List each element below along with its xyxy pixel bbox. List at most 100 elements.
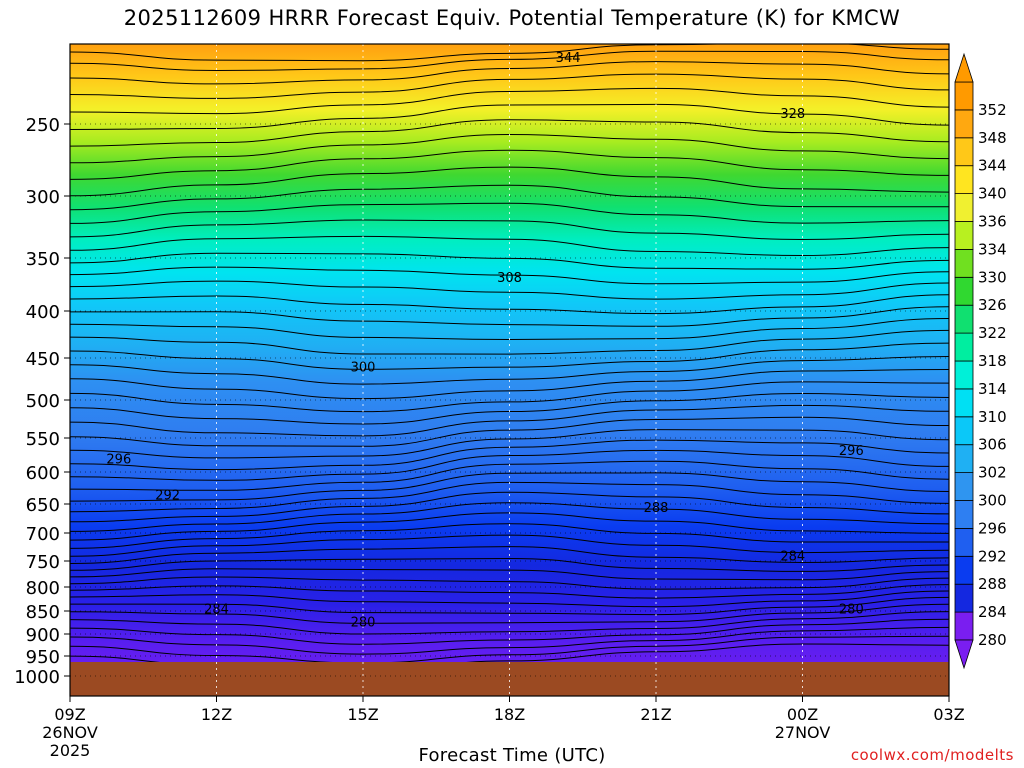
x-axis-label: Forecast Time (UTC)	[418, 745, 606, 766]
grid-lines	[70, 44, 949, 696]
colorbar-swatch	[954, 388, 974, 418]
colorbar-label: 314	[978, 380, 1007, 398]
colorbar-swatch	[954, 528, 974, 557]
contour-line	[70, 342, 949, 370]
y-tick-label: 900	[26, 625, 60, 646]
contour-label: 284	[204, 603, 229, 618]
x-tick-label: 09Z	[54, 705, 85, 724]
contour-line	[70, 252, 949, 270]
ground-surface	[70, 662, 949, 696]
contour-label: 280	[839, 603, 864, 618]
contour-line	[70, 546, 949, 564]
contour-line	[70, 369, 949, 400]
x-date-label: 27NOV	[775, 723, 831, 742]
contour-label: 280	[351, 616, 376, 631]
colorbar-label: 296	[978, 519, 1007, 537]
y-tick-label: 850	[26, 602, 60, 623]
x-tick-label: 12Z	[201, 705, 232, 724]
colorbar-swatch	[954, 472, 974, 501]
y-tick-label: 800	[26, 578, 60, 599]
colorbar-swatch	[954, 221, 974, 250]
y-tick-label: 400	[26, 302, 60, 323]
contour-line	[70, 429, 949, 459]
contour-line	[70, 306, 949, 327]
colorbar-label: 322	[978, 324, 1007, 342]
credit-text: coolwx.com/modelts	[850, 746, 1014, 764]
colorbar-swatch	[954, 81, 974, 111]
colorbar-swatch	[954, 165, 974, 194]
contour-label: 296	[839, 444, 864, 459]
contour-label: 344	[556, 51, 581, 66]
colorbar-swatch	[954, 500, 974, 529]
colorbar-label: 336	[978, 213, 1007, 231]
colorbar: 280 284 288 292 296 300 302 306 310 314 318 322 326 3…	[954, 52, 1007, 670]
contour-line	[70, 119, 949, 147]
colorbar-top-arrow	[954, 52, 974, 83]
x-date-label: 2025	[50, 741, 91, 760]
contour-line	[70, 44, 949, 62]
colorbar-label: 330	[978, 268, 1007, 286]
y-tick-label: 1000	[14, 667, 60, 688]
colorbar-label: 288	[978, 575, 1007, 593]
y-tick-label: 700	[26, 524, 60, 545]
colorbar-swatch	[954, 304, 974, 334]
colorbar-label: 284	[978, 603, 1007, 621]
colorbar-swatch	[954, 444, 974, 474]
contour-line	[70, 534, 949, 557]
colorbar-swatch	[954, 193, 974, 222]
contour-line	[70, 596, 949, 616]
colorbar-label: 310	[978, 408, 1007, 426]
contour-line	[70, 576, 949, 590]
contour-line	[70, 280, 949, 300]
contour-line	[70, 356, 949, 385]
y-tick-label: 750	[26, 552, 60, 573]
colorbar-swatch	[954, 583, 974, 613]
contour-labels: 344 328 308 300 296 296 292 288 284 284 280 280	[106, 51, 863, 631]
colorbar-swatch	[954, 332, 974, 362]
colorbar-swatch	[954, 360, 974, 390]
colorbar-swatch	[954, 555, 974, 585]
colorbar-swatch	[954, 416, 974, 446]
contour-label: 284	[780, 549, 805, 564]
contour-label: 296	[106, 452, 131, 467]
colorbar-label: 352	[978, 101, 1007, 119]
contour-label: 328	[780, 107, 805, 122]
y-tick-label: 500	[26, 391, 60, 412]
colorbar-label: 334	[978, 240, 1007, 258]
x-tick-label: 21Z	[640, 705, 671, 724]
contour-label: 292	[155, 488, 180, 503]
x-date-label: 26NOV	[42, 723, 98, 742]
colorbar-label: 318	[978, 352, 1007, 370]
colorbar-label: 306	[978, 436, 1007, 454]
colorbar-label: 280	[978, 631, 1007, 649]
y-tick-label: 600	[26, 463, 60, 484]
x-tick-label: 00Z	[787, 705, 818, 724]
y-axis: 2503003504004505005506006507007508008509…	[14, 115, 70, 688]
y-tick-label: 300	[26, 187, 60, 208]
colorbar-swatch	[954, 611, 974, 641]
contour-line	[70, 449, 949, 481]
contour-label: 300	[351, 360, 376, 375]
x-tick-label: 18Z	[494, 705, 525, 724]
ground-fill	[70, 662, 949, 696]
contour-line	[70, 635, 949, 664]
colorbar-label: 300	[978, 492, 1007, 510]
colorbar-swatch	[954, 109, 974, 139]
colorbar-label: 326	[978, 296, 1007, 314]
x-tick-label: 03Z	[933, 705, 964, 724]
y-tick-label: 550	[26, 429, 60, 450]
colorbar-swatch	[954, 248, 974, 278]
colorbar-label: 340	[978, 185, 1007, 203]
contour-line	[70, 87, 949, 115]
colorbar-label: 292	[978, 547, 1007, 565]
contour-line	[70, 472, 949, 502]
colorbar-label: 344	[978, 157, 1007, 175]
colorbar-label: 348	[978, 129, 1007, 147]
colorbar-swatch	[954, 276, 974, 306]
chart-title: 2025112609 HRRR Forecast Equiv. Potentia…	[123, 6, 901, 30]
x-tick-label: 15Z	[347, 705, 378, 724]
contour-label: 288	[644, 501, 669, 516]
y-tick-label: 950	[26, 647, 60, 668]
